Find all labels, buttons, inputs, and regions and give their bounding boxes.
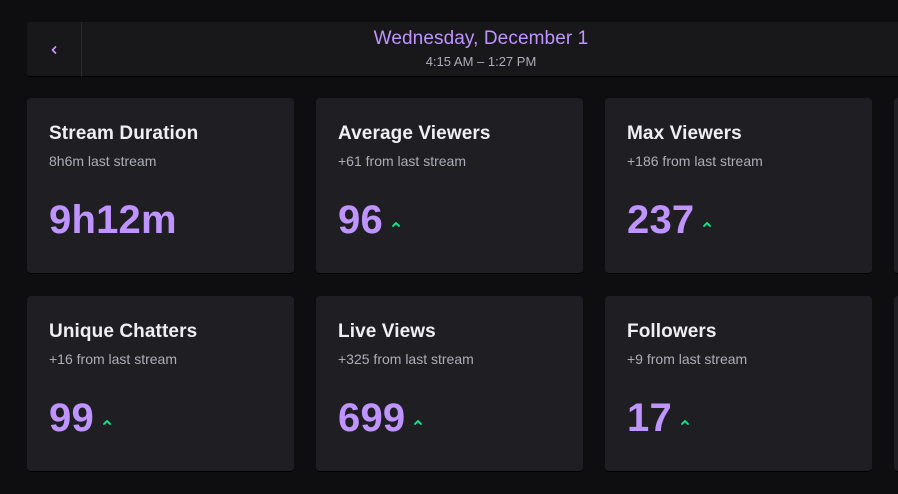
chevron-left-icon xyxy=(51,45,57,54)
stat-card-live-views: Live Views +325 from last stream 699 xyxy=(316,296,583,472)
stream-time-range: 4:15 AM – 1:27 PM xyxy=(425,54,537,69)
stat-card-average-viewers: Average Viewers +61 from last stream 96 xyxy=(316,98,583,274)
card-value: 9h12m xyxy=(49,198,177,242)
stream-date: Wednesday, December 1 xyxy=(373,28,589,49)
card-value: 96 xyxy=(338,198,383,242)
card-subtitle: +186 from last stream xyxy=(627,153,763,169)
card-value: 17 xyxy=(627,396,672,440)
card-subtitle: 8h6m last stream xyxy=(49,153,157,169)
trend-up-icon xyxy=(103,419,111,425)
stat-card-stream-duration: Stream Duration 8h6m last stream 9h12m xyxy=(27,98,294,274)
trend-up-icon xyxy=(392,221,400,227)
card-value: 699 xyxy=(338,396,406,440)
stat-card-max-viewers: Max Viewers +186 from last stream 237 xyxy=(605,98,872,274)
card-subtitle: +9 from last stream xyxy=(627,351,748,367)
card-title: Followers xyxy=(627,321,717,342)
date-header: Wednesday, December 1 4:15 AM – 1:27 PM xyxy=(27,22,898,77)
stat-card-unique-chatters: Unique Chatters +16 from last stream 99 xyxy=(27,296,294,472)
stat-card-followers: Followers +9 from last stream 17 xyxy=(605,296,872,472)
card-value: 99 xyxy=(49,396,94,440)
stat-card-offscreen xyxy=(894,296,898,472)
card-value: 237 xyxy=(627,198,695,242)
card-title: Average Viewers xyxy=(338,123,491,144)
card-title: Stream Duration xyxy=(49,123,199,144)
previous-stream-button[interactable] xyxy=(27,22,82,77)
trend-up-icon xyxy=(703,221,712,227)
card-title: Max Viewers xyxy=(627,123,742,144)
card-title: Unique Chatters xyxy=(49,321,198,342)
trend-up-icon xyxy=(681,419,689,425)
card-subtitle: +61 from last stream xyxy=(338,153,466,169)
stat-card-offscreen xyxy=(894,98,898,274)
stream-date-block: Wednesday, December 1 4:15 AM – 1:27 PM xyxy=(83,22,879,77)
card-subtitle: +16 from last stream xyxy=(49,351,177,367)
trend-up-icon xyxy=(414,419,423,425)
card-title: Live Views xyxy=(338,321,436,342)
card-subtitle: +325 from last stream xyxy=(338,351,474,367)
